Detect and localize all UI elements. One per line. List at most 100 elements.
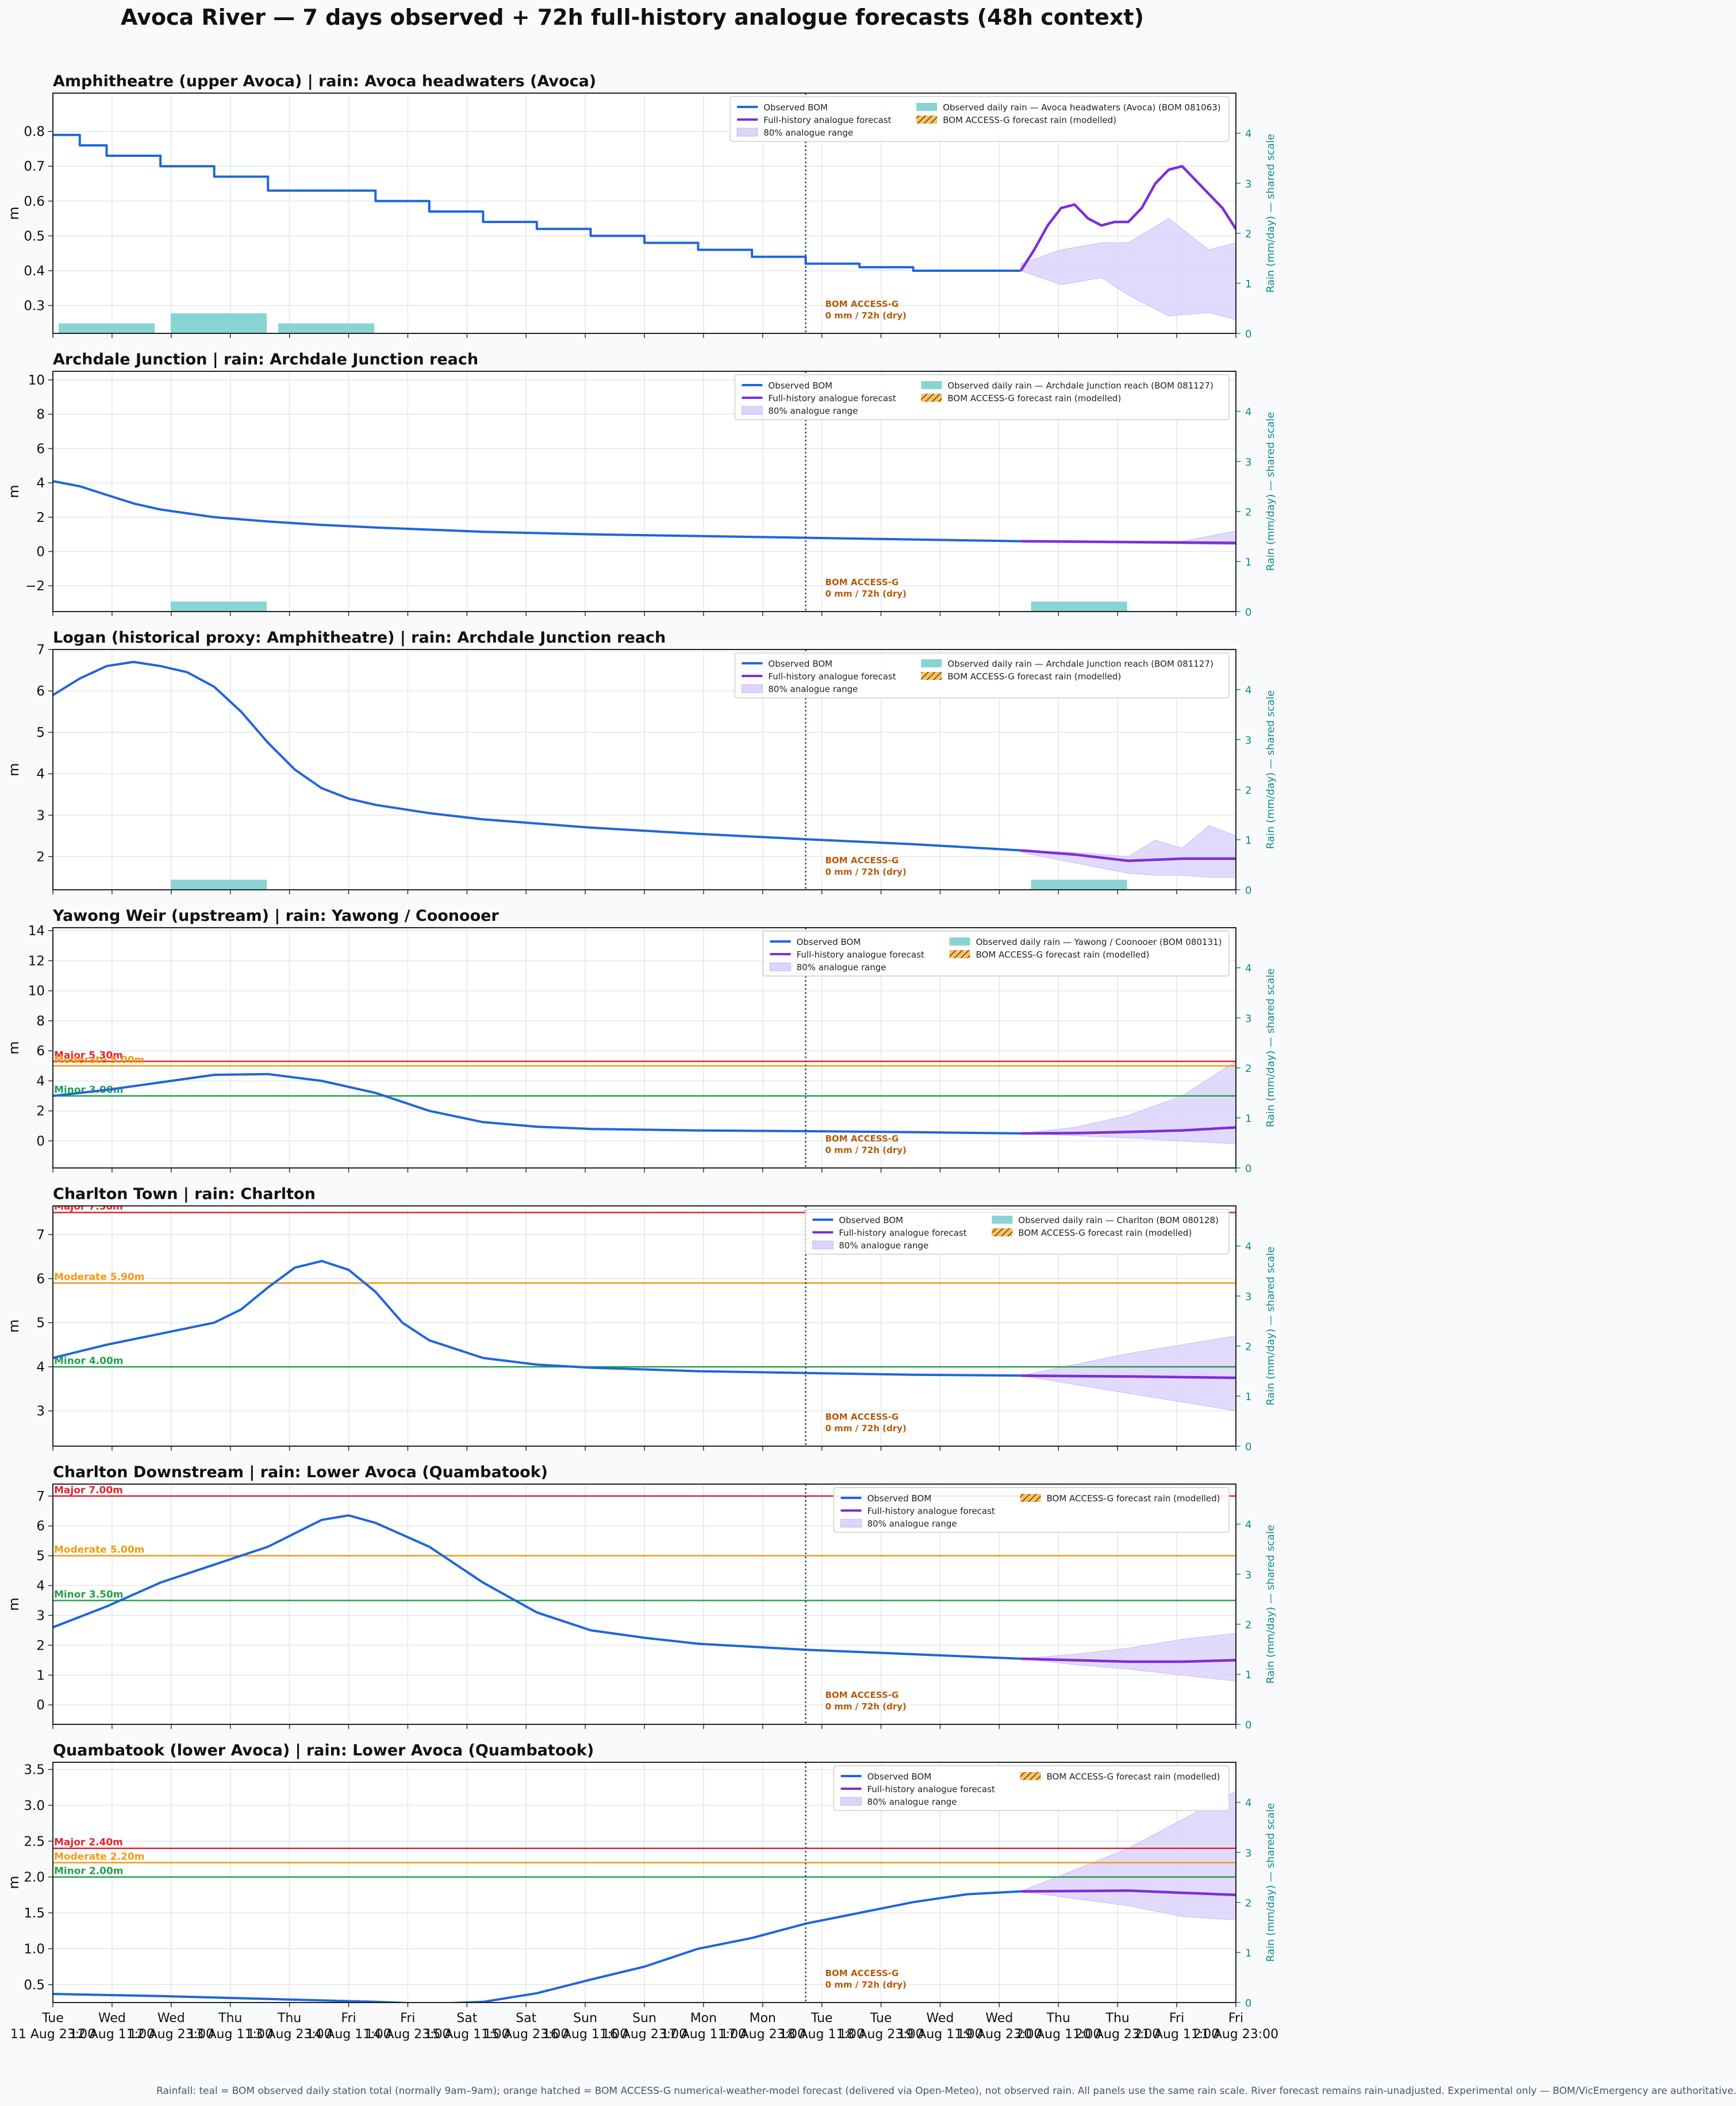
nwp-note-label: 0 mm / 72h (dry) [825, 867, 907, 877]
y-tick-label: 1.5 [24, 1906, 45, 1921]
plot-frame [52, 1205, 1236, 1447]
x-tick-label: 20 Aug 11:00 [1016, 2027, 1101, 2042]
x-tick-label: Sun [632, 2011, 656, 2026]
rain-legend-label: Observed daily rain — Archdale Junction … [947, 381, 1213, 391]
legend-box [734, 652, 1230, 698]
y-tick-label: 7 [36, 1228, 45, 1243]
x-tick-label: Thu [1105, 2011, 1130, 2026]
rain-axis-label: Rain (mm/day) — shared scale [1265, 969, 1277, 1127]
band-legend-label: 80% analogue range [839, 1240, 928, 1251]
nwp-legend-label: BOM ACCESS-G forecast rain (modelled) [943, 115, 1116, 125]
rain-tick-label: 2 [1245, 228, 1251, 240]
rain-tick-label: 0 [1245, 1997, 1251, 2009]
band-legend-swatch [741, 406, 763, 415]
observed-line [53, 660, 1021, 852]
forecast-line [1020, 1374, 1236, 1379]
y-tick-label: 0.3 [24, 299, 45, 314]
major-threshold-label: Major 5.30m [54, 1050, 123, 1062]
forecast-legend-label: Full-history analogue forecast [867, 1784, 995, 1794]
rain-legend-swatch [921, 659, 942, 667]
panel-2: −2 0 2 4 6 8 10 0 1 2 3 4 Rain (mm/day) — shared sca… [6, 351, 1277, 618]
rain-tick-label: 3 [1245, 1847, 1251, 1859]
moderate-threshold-label: Moderate 2.20m [54, 1851, 144, 1863]
rain-axis-label: Rain (mm/day) — shared scale [1265, 1803, 1277, 1962]
y-tick-label: 14 [28, 924, 45, 939]
rain-tick-label: 2 [1245, 506, 1251, 518]
observed-line [53, 1259, 1021, 1377]
x-tick-label: Thu [1046, 2011, 1070, 2026]
y-tick-label: 6 [36, 441, 45, 456]
y-tick-label: 3 [36, 808, 45, 823]
nwp-legend-swatch [992, 1228, 1013, 1236]
nwp-note-label: BOM ACCESS-G [825, 299, 899, 309]
y-tick-label: 2.5 [24, 1834, 45, 1849]
y-tick-label: 2 [36, 1104, 45, 1119]
moderate-threshold-label: Moderate 5.90m [54, 1271, 144, 1283]
analogue-range-band [1020, 825, 1236, 878]
analogue-range-band [1020, 1335, 1236, 1412]
x-tick-label: 17 Aug 11:00 [661, 2027, 746, 2042]
y-tick-label: 0.8 [24, 125, 45, 140]
panel-title: Charlton Downstream | rain: Lower Avoca … [53, 1463, 548, 1481]
y-tick-label: 2 [36, 510, 45, 525]
nwp-legend-label: BOM ACCESS-G forecast rain (modelled) [1018, 1228, 1192, 1238]
x-tick-label: Wed [927, 2011, 954, 2026]
forecast-line [1020, 1657, 1236, 1663]
y-tick-label: 3 [36, 1608, 45, 1623]
rain-bar [170, 879, 267, 890]
panel-6: 0 1 2 3 4 5 6 7 0 1 2 3 4 Rain (mm/day) — shared scal… [6, 1463, 1277, 1731]
forecast-line [1019, 164, 1236, 272]
y-tick-label: 6 [36, 684, 45, 699]
rain-tick-label: 4 [1245, 685, 1251, 697]
y-tick-label: 5 [36, 725, 45, 740]
y-tick-label: −2 [25, 579, 45, 594]
y-tick-label: 12 [28, 954, 45, 969]
y-axis-label: m [6, 1319, 22, 1332]
y-tick-label: 4 [36, 767, 45, 782]
rain-legend-label: Observed daily rain — Charlton (BOM 0801… [1018, 1215, 1219, 1225]
y-tick-label: 3 [36, 1404, 45, 1419]
rain-axis-label: Rain (mm/day) — shared scale [1265, 134, 1277, 293]
nwp-legend-label: BOM ACCESS-G forecast rain (modelled) [1047, 1493, 1220, 1504]
nwp-legend-swatch [921, 394, 942, 402]
legend: Observed BOM Full-history analogue foreca… [833, 1487, 1230, 1533]
plot-frame [52, 1484, 1236, 1725]
y-tick-label: 4 [36, 1074, 45, 1089]
rain-tick-label: 4 [1245, 406, 1251, 418]
x-tick-label: Fri [400, 2011, 415, 2026]
rain-tick-label: 4 [1245, 963, 1251, 975]
legend-box [805, 1209, 1230, 1255]
x-tick-label: 19 Aug 11:00 [897, 2027, 982, 2042]
panel-title: Quambatook (lower Avoca) | rain: Lower A… [53, 1742, 594, 1759]
rain-tick-label: 0 [1245, 885, 1251, 897]
forecast-line [1020, 1889, 1236, 1897]
x-tick-label: Mon [750, 2011, 776, 2026]
rain-tick-label: 4 [1245, 1797, 1251, 1809]
nwp-note-label: 0 mm / 72h (dry) [825, 1145, 907, 1155]
forecast-legend-label: Full-history analogue forecast [839, 1228, 966, 1238]
y-tick-label: 6 [36, 1272, 45, 1287]
analogue-range-band [1019, 1790, 1236, 1921]
rain-tick-label: 3 [1245, 456, 1251, 468]
x-tick-label: 17 Aug 23:00 [720, 2027, 805, 2042]
panel-title: Amphitheatre (upper Avoca) | rain: Avoca… [53, 72, 596, 90]
rain-tick-label: 1 [1245, 835, 1251, 847]
x-tick-label: 14 Aug 23:00 [365, 2027, 450, 2042]
forecast-legend-label: Full-history analogue forecast [768, 393, 896, 403]
x-tick-label: 21 Aug 11:00 [1134, 2027, 1219, 2042]
y-tick-label: 5 [36, 1549, 45, 1564]
rain-tick-label: 4 [1245, 1519, 1251, 1531]
y-tick-label: 7 [36, 643, 45, 658]
forecast-line [1020, 1126, 1236, 1135]
y-axis-label: m [6, 485, 22, 498]
rain-axis-label: Rain (mm/day) — shared scale [1265, 412, 1277, 571]
x-tick-label: 11 Aug 23:00 [10, 2027, 95, 2042]
rain-tick-label: 0 [1245, 606, 1251, 618]
y-tick-label: 4 [36, 476, 45, 491]
rain-tick-label: 2 [1245, 1341, 1251, 1353]
observed-legend-label: Observed BOM [763, 102, 828, 113]
rain-bar [170, 601, 267, 612]
x-tick-label: 15 Aug 23:00 [483, 2027, 569, 2042]
rain-tick-label: 2 [1245, 1897, 1251, 1909]
y-tick-label: 10 [28, 373, 45, 388]
